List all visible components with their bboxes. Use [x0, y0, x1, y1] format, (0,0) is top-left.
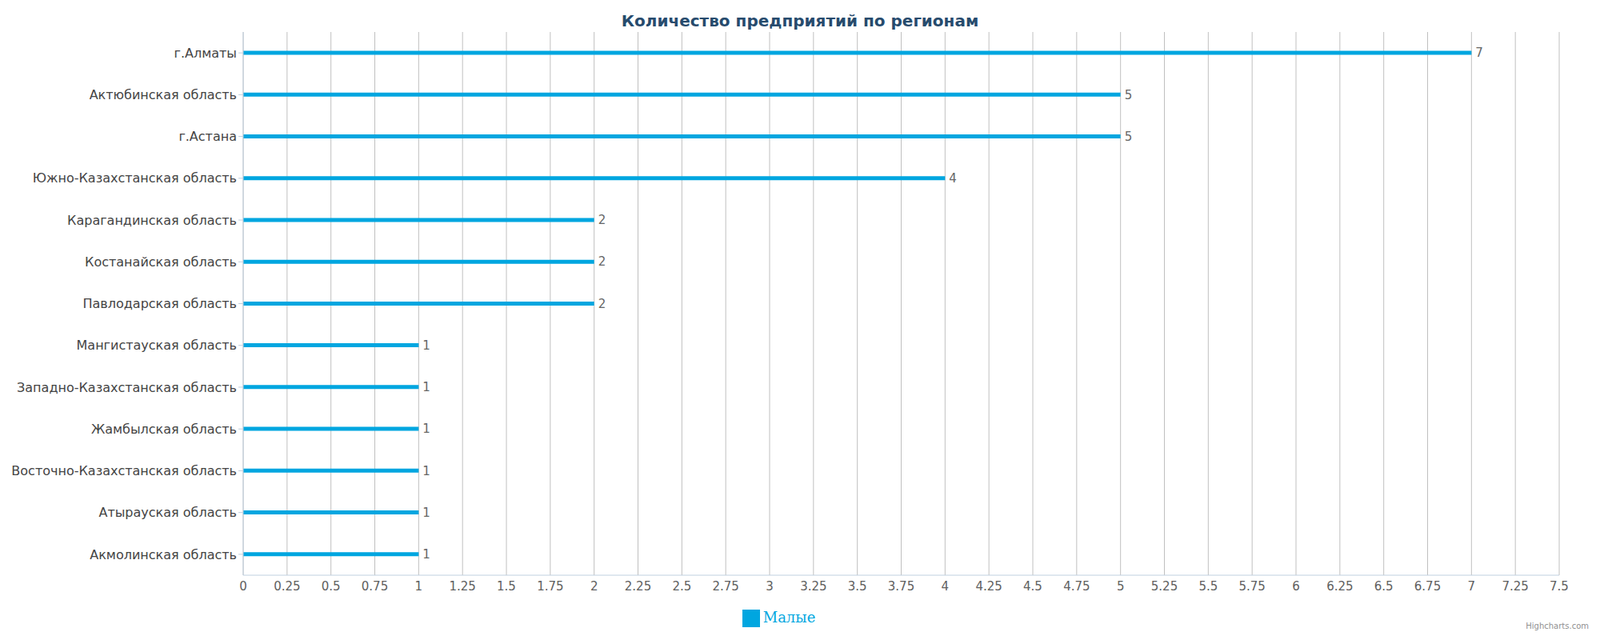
svg-text:г.Астана: г.Астана	[178, 128, 237, 144]
svg-text:2: 2	[598, 212, 607, 228]
svg-text:1: 1	[422, 380, 431, 395]
svg-text:5: 5	[1116, 579, 1125, 594]
html-text:Количество предприятий по реги: Количество предприятий по регионам	[621, 11, 979, 31]
svg-text:5.75: 5.75	[1238, 579, 1265, 594]
svg-text:1: 1	[422, 338, 431, 353]
svg-text:1: 1	[415, 579, 424, 594]
svg-text:0.25: 0.25	[273, 579, 300, 594]
svg-text:Южно-Казахстанская область: Южно-Казахстанская область	[32, 170, 237, 186]
svg-text:6.5: 6.5	[1374, 579, 1394, 594]
svg-text:3.5: 3.5	[848, 579, 868, 594]
svg-text:3.75: 3.75	[888, 579, 915, 594]
svg-text:Западно-Казахстанская область: Западно-Казахстанская область	[16, 380, 237, 396]
svg-text:1.75: 1.75	[536, 579, 564, 594]
svg-text:1: 1	[422, 421, 431, 436]
svg-text:7.5: 7.5	[1549, 579, 1569, 594]
svg-text:6: 6	[1292, 579, 1300, 594]
svg-text:7.25: 7.25	[1501, 579, 1528, 594]
svg-text:5: 5	[1124, 129, 1133, 144]
svg-text:Павлодарская область: Павлодарская область	[82, 296, 237, 312]
svg-text:Актюбинская область: Актюбинская область	[89, 87, 237, 103]
svg-text:2.75: 2.75	[712, 579, 739, 594]
svg-text:г.Алматы: г.Алматы	[174, 45, 238, 61]
html-text:Малые: Малые	[762, 608, 816, 626]
svg-text:2: 2	[598, 296, 607, 312]
svg-text:Костанайская область: Костанайская область	[84, 254, 237, 270]
svg-text:0.75: 0.75	[361, 579, 388, 594]
html-text:Highcharts.com: Highcharts.com	[1525, 621, 1589, 631]
svg-text:2: 2	[590, 579, 599, 594]
svg-text:5: 5	[1124, 88, 1133, 103]
svg-text:2: 2	[598, 254, 607, 269]
svg-text:0.5: 0.5	[321, 579, 341, 594]
svg-text:4: 4	[948, 171, 957, 186]
svg-text:4.5: 4.5	[1023, 579, 1043, 594]
svg-text:4.25: 4.25	[975, 579, 1002, 594]
svg-text:Восточно-Казахстанская область: Восточно-Казахстанская область	[11, 463, 237, 479]
svg-text:1: 1	[422, 464, 431, 479]
svg-text:Карагандинская область: Карагандинская область	[67, 212, 237, 228]
svg-text:5.25: 5.25	[1151, 579, 1178, 594]
svg-text:6.25: 6.25	[1326, 579, 1353, 594]
svg-text:1: 1	[422, 505, 431, 520]
svg-text:Акмолинская область: Акмолинская область	[89, 547, 237, 563]
svg-text:7: 7	[1475, 45, 1484, 60]
svg-text:3: 3	[765, 579, 774, 594]
svg-text:1.25: 1.25	[448, 579, 476, 594]
svg-text:Мангистауская область: Мангистауская область	[76, 337, 237, 353]
svg-text:0: 0	[239, 579, 248, 594]
svg-text:7: 7	[1468, 579, 1476, 594]
svg-text:1.5: 1.5	[496, 579, 516, 594]
svg-text:5.5: 5.5	[1198, 579, 1218, 594]
svg-text:2.25: 2.25	[624, 579, 652, 594]
svg-text:2.5: 2.5	[672, 579, 692, 594]
svg-text:Жамбылская область: Жамбылская область	[91, 421, 237, 437]
svg-text:1: 1	[422, 547, 431, 562]
svg-text:3.25: 3.25	[800, 579, 827, 594]
svg-text:Атырауская область: Атырауская область	[98, 504, 237, 520]
svg-text:6.75: 6.75	[1414, 579, 1441, 594]
svg-text:4.75: 4.75	[1063, 579, 1090, 594]
svg-text:4: 4	[941, 579, 950, 594]
